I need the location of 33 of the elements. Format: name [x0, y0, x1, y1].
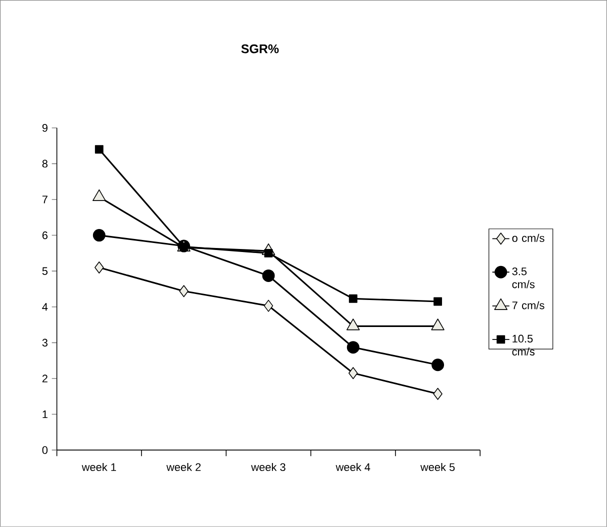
- point: [262, 270, 275, 282]
- x-tick-label: week 4: [336, 462, 370, 472]
- legend-label: 10.5 cm/s: [512, 334, 535, 356]
- y-tick-label: 4: [42, 303, 48, 311]
- y-tick-label: 6: [42, 231, 48, 240]
- point: [432, 358, 444, 372]
- legend-label: 7 cm/s: [512, 301, 544, 310]
- legend-label: 3.5 cm/s: [512, 268, 535, 288]
- y-tick-label: 3: [42, 338, 48, 347]
- x-tick-label: week 3: [251, 462, 286, 472]
- y-tick-label: 5: [42, 267, 48, 275]
- x-tick-label: week 2: [166, 462, 201, 472]
- point: [434, 297, 442, 306]
- y-tick-label: 0: [42, 446, 48, 454]
- point: [264, 248, 273, 258]
- x-tick-label: week 5: [420, 462, 455, 472]
- y-tick-label: 8: [42, 160, 48, 168]
- legend-label: o cm/s: [512, 234, 544, 242]
- point: [348, 294, 358, 303]
- x-tick-label: week 1: [82, 462, 116, 472]
- chart-title: SGR%: [241, 44, 279, 54]
- point: [264, 300, 274, 312]
- point: [92, 229, 106, 242]
- point: [346, 341, 360, 354]
- point: [433, 388, 442, 400]
- point: [94, 145, 104, 154]
- y-tick-label: 9: [42, 124, 48, 132]
- y-tick-label: 1: [42, 410, 48, 418]
- point: [94, 262, 104, 274]
- y-tick-label: 2: [42, 374, 48, 382]
- point: [179, 285, 188, 298]
- y-tick-label: 7: [42, 196, 48, 204]
- point: [348, 367, 358, 380]
